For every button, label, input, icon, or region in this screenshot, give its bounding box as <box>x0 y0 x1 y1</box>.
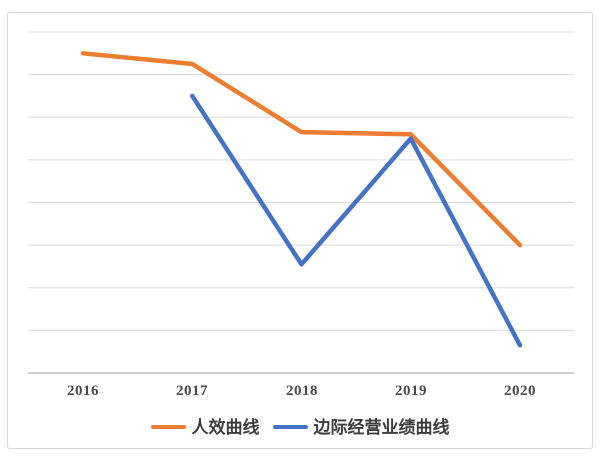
legend-item-bianji: 边际经营业绩曲线 <box>272 417 450 437</box>
legend-item-renxiao: 人效曲线 <box>150 417 260 437</box>
legend-swatch-orange <box>150 425 186 429</box>
series-line-1 <box>80 51 523 248</box>
chart-frame <box>7 12 593 449</box>
legend-label-bianji: 边际经营业绩曲线 <box>313 417 450 437</box>
legend-label-renxiao: 人效曲线 <box>191 417 260 437</box>
legend-swatch-blue <box>272 425 308 429</box>
legend: 人效曲线 边际经营业绩曲线 <box>0 416 600 438</box>
series-line-2 <box>190 93 523 348</box>
